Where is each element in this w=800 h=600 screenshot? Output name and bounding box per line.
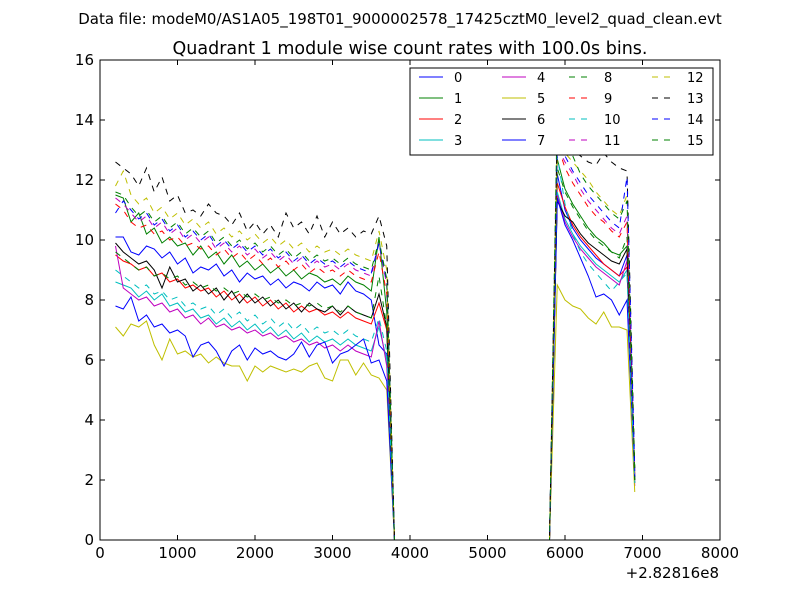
legend-label-4: 4 bbox=[537, 71, 545, 86]
legend-label-10: 10 bbox=[604, 113, 621, 128]
y-tick-label: 12 bbox=[75, 171, 94, 189]
series-line-4 bbox=[115, 194, 636, 541]
legend-label-8: 8 bbox=[604, 71, 612, 86]
suptitle: Data file: modeM0/AS1A05_198T01_90000025… bbox=[78, 10, 722, 29]
legend-label-1: 1 bbox=[454, 92, 462, 107]
y-tick-label: 10 bbox=[75, 231, 94, 249]
x-tick-label: 1000 bbox=[158, 544, 196, 562]
x-tick-label: 3000 bbox=[313, 544, 351, 562]
chart-title: Quadrant 1 module wise count rates with … bbox=[173, 39, 648, 59]
y-tick-label: 0 bbox=[84, 531, 94, 549]
axes-layer: 0 1000 2000 3000 4000 5000 6000 7000 80000246810… bbox=[75, 51, 739, 562]
x-tick-label: 7000 bbox=[623, 544, 661, 562]
series-line-9 bbox=[115, 143, 636, 541]
legend-label-14: 14 bbox=[687, 113, 704, 128]
legend-label-12: 12 bbox=[687, 71, 704, 86]
x-tick-label: 8000 bbox=[701, 544, 739, 562]
x-offset-label: +2.82816e8 bbox=[626, 564, 719, 582]
y-tick-label: 8 bbox=[84, 291, 94, 309]
legend-label-13: 13 bbox=[687, 92, 704, 107]
legend-label-15: 15 bbox=[687, 134, 704, 149]
legend-label-2: 2 bbox=[454, 113, 462, 128]
y-tick-label: 4 bbox=[84, 411, 94, 429]
x-tick-label: 4000 bbox=[391, 544, 429, 562]
legend-label-3: 3 bbox=[454, 134, 462, 149]
series-line-8 bbox=[115, 167, 636, 541]
legend-label-9: 9 bbox=[604, 92, 612, 107]
x-tick-label: 2000 bbox=[236, 544, 274, 562]
y-tick-label: 14 bbox=[75, 111, 94, 129]
y-tick-label: 2 bbox=[84, 471, 94, 489]
legend-label-0: 0 bbox=[454, 71, 462, 86]
x-tick-label: 5000 bbox=[468, 544, 506, 562]
series-line-3 bbox=[115, 191, 636, 541]
legend-label-7: 7 bbox=[537, 134, 545, 149]
legend-box bbox=[409, 67, 714, 156]
y-tick-label: 6 bbox=[84, 351, 94, 369]
y-tick-label: 16 bbox=[75, 51, 94, 69]
series-layer bbox=[115, 110, 636, 541]
legend-label-5: 5 bbox=[537, 92, 545, 107]
series-line-13 bbox=[115, 124, 636, 541]
series-line-7 bbox=[115, 197, 636, 541]
series-line-6 bbox=[115, 200, 636, 541]
legend-label-6: 6 bbox=[537, 113, 545, 128]
x-tick-label: 0 bbox=[95, 544, 105, 562]
x-tick-label: 6000 bbox=[546, 544, 584, 562]
legend-label-11: 11 bbox=[604, 134, 621, 149]
